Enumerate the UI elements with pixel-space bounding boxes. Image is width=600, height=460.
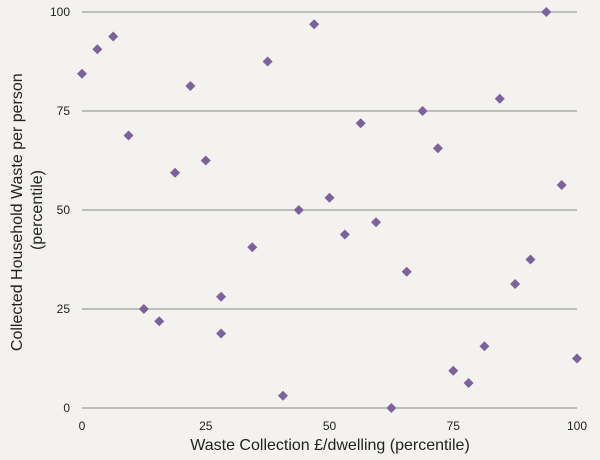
data-point: [432, 143, 443, 154]
y-tick-labels: 0 25 50 75 100: [50, 5, 70, 415]
data-point: [293, 205, 304, 215]
data-point: [324, 192, 335, 203]
data-point: [216, 291, 227, 302]
y-tick-label: 25: [57, 302, 71, 316]
data-points: [77, 7, 582, 413]
y-tick-label: 50: [57, 203, 71, 217]
data-point: [463, 378, 474, 389]
data-point: [479, 341, 490, 352]
y-tick-label: 0: [63, 401, 70, 415]
data-point: [355, 118, 366, 129]
y-axis-title-line-1: Collected Household Waste per person: [9, 73, 26, 351]
y-axis-title: Collected Household Waste per person (pe…: [9, 69, 46, 351]
data-point: [185, 81, 196, 92]
data-point: [309, 19, 320, 30]
data-point: [154, 316, 165, 327]
y-tick-label: 100: [50, 5, 70, 19]
data-point: [277, 390, 288, 401]
x-axis-title: Waste Collection £/dwelling (percentile): [190, 437, 470, 454]
data-point: [262, 56, 273, 67]
y-axis-title-line-2: (percentile): [29, 170, 46, 250]
data-point: [371, 217, 382, 228]
data-point: [556, 180, 567, 191]
data-point: [541, 7, 552, 17]
data-point: [525, 254, 536, 265]
data-point: [77, 68, 87, 79]
x-tick-label: 50: [323, 419, 337, 433]
x-tick-label: 25: [199, 419, 213, 433]
x-tick-labels: 0 25 50 75 100: [79, 419, 588, 433]
data-point: [108, 31, 119, 42]
data-point: [247, 242, 258, 253]
data-point: [510, 279, 521, 290]
data-point: [448, 365, 459, 376]
data-point: [170, 167, 181, 178]
x-tick-label: 75: [447, 419, 461, 433]
x-tick-label: 0: [79, 419, 86, 433]
data-point: [417, 106, 428, 116]
data-point: [138, 304, 149, 314]
y-tick-label: 75: [57, 104, 71, 118]
data-point: [92, 44, 103, 55]
data-point: [339, 229, 350, 240]
gridlines: [82, 11, 577, 310]
data-point: [386, 403, 397, 413]
data-point: [401, 266, 412, 277]
data-point: [123, 130, 134, 141]
data-point: [200, 155, 211, 166]
x-tick-label: 100: [567, 419, 587, 433]
data-point: [216, 328, 227, 339]
data-point: [494, 93, 505, 104]
data-point: [572, 353, 582, 364]
